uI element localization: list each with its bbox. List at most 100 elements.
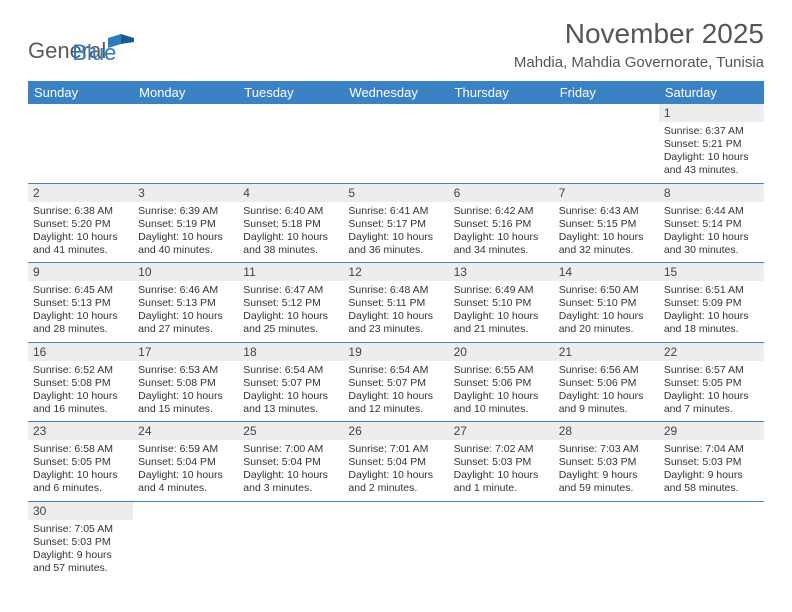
title-block: November 2025 Mahdia, Mahdia Governorate… (514, 18, 764, 71)
day-details: Sunrise: 7:03 AMSunset: 5:03 PMDaylight:… (559, 443, 654, 496)
calendar-empty-cell (133, 104, 238, 183)
calendar-week-row: 16Sunrise: 6:52 AMSunset: 5:08 PMDayligh… (28, 342, 764, 422)
sunset-text: Sunset: 5:07 PM (348, 377, 443, 390)
daylight-text: Daylight: 9 hours and 57 minutes. (33, 549, 128, 575)
daylight-text: Daylight: 10 hours and 25 minutes. (243, 310, 338, 336)
day-number: 30 (28, 502, 133, 520)
sunrise-text: Sunrise: 7:00 AM (243, 443, 338, 456)
day-number: 5 (343, 184, 448, 202)
sunset-text: Sunset: 5:20 PM (33, 218, 128, 231)
sunset-text: Sunset: 5:04 PM (138, 456, 233, 469)
daylight-text: Daylight: 10 hours and 41 minutes. (33, 231, 128, 257)
day-number: 16 (28, 343, 133, 361)
sunset-text: Sunset: 5:04 PM (348, 456, 443, 469)
day-details: Sunrise: 6:44 AMSunset: 5:14 PMDaylight:… (664, 205, 759, 258)
sunset-text: Sunset: 5:04 PM (243, 456, 338, 469)
sunrise-text: Sunrise: 7:01 AM (348, 443, 443, 456)
day-details: Sunrise: 6:49 AMSunset: 5:10 PMDaylight:… (454, 284, 549, 337)
day-details: Sunrise: 6:54 AMSunset: 5:07 PMDaylight:… (348, 364, 443, 417)
day-number: 15 (659, 263, 764, 281)
day-number: 2 (28, 184, 133, 202)
sunrise-text: Sunrise: 6:43 AM (559, 205, 654, 218)
day-details: Sunrise: 6:54 AMSunset: 5:07 PMDaylight:… (243, 364, 338, 417)
daylight-text: Daylight: 10 hours and 1 minute. (454, 469, 549, 495)
day-details: Sunrise: 7:04 AMSunset: 5:03 PMDaylight:… (664, 443, 759, 496)
day-number: 11 (238, 263, 343, 281)
sunset-text: Sunset: 5:06 PM (559, 377, 654, 390)
day-number: 8 (659, 184, 764, 202)
day-number: 10 (133, 263, 238, 281)
logo-text-2: Blue (72, 40, 116, 66)
daylight-text: Daylight: 10 hours and 32 minutes. (559, 231, 654, 257)
daylight-text: Daylight: 10 hours and 9 minutes. (559, 390, 654, 416)
daylight-text: Daylight: 10 hours and 43 minutes. (664, 151, 759, 177)
day-details: Sunrise: 6:37 AMSunset: 5:21 PMDaylight:… (664, 125, 759, 178)
daylight-text: Daylight: 10 hours and 23 minutes. (348, 310, 443, 336)
day-details: Sunrise: 6:38 AMSunset: 5:20 PMDaylight:… (33, 205, 128, 258)
sunset-text: Sunset: 5:15 PM (559, 218, 654, 231)
sunrise-text: Sunrise: 6:42 AM (454, 205, 549, 218)
calendar-week-row: 1Sunrise: 6:37 AMSunset: 5:21 PMDaylight… (28, 104, 764, 183)
calendar-day-cell: 23Sunrise: 6:58 AMSunset: 5:05 PMDayligh… (28, 422, 133, 502)
daylight-text: Daylight: 10 hours and 7 minutes. (664, 390, 759, 416)
sunrise-text: Sunrise: 7:05 AM (33, 523, 128, 536)
daylight-text: Daylight: 10 hours and 3 minutes. (243, 469, 338, 495)
daylight-text: Daylight: 10 hours and 20 minutes. (559, 310, 654, 336)
day-number: 19 (343, 343, 448, 361)
calendar-empty-cell (133, 501, 238, 580)
calendar-day-cell: 12Sunrise: 6:48 AMSunset: 5:11 PMDayligh… (343, 263, 448, 343)
calendar-empty-cell (343, 501, 448, 580)
sunset-text: Sunset: 5:17 PM (348, 218, 443, 231)
calendar-day-cell: 9 Sunrise: 6:45 AMSunset: 5:13 PMDaylight… (28, 263, 133, 343)
calendar-day-cell: 27Sunrise: 7:02 AMSunset: 5:03 PMDayligh… (449, 422, 554, 502)
day-number: 14 (554, 263, 659, 281)
day-number: 13 (449, 263, 554, 281)
daylight-text: Daylight: 10 hours and 6 minutes. (33, 469, 128, 495)
day-details: Sunrise: 6:50 AMSunset: 5:10 PMDaylight:… (559, 284, 654, 337)
day-details: Sunrise: 6:43 AMSunset: 5:15 PMDaylight:… (559, 205, 654, 258)
calendar-empty-cell (28, 104, 133, 183)
calendar-empty-cell (659, 501, 764, 580)
sunset-text: Sunset: 5:10 PM (454, 297, 549, 310)
calendar-day-cell: 29Sunrise: 7:04 AMSunset: 5:03 PMDayligh… (659, 422, 764, 502)
daylight-text: Daylight: 10 hours and 38 minutes. (243, 231, 338, 257)
sunrise-text: Sunrise: 6:49 AM (454, 284, 549, 297)
sunrise-text: Sunrise: 6:56 AM (559, 364, 654, 377)
sunrise-text: Sunrise: 6:37 AM (664, 125, 759, 138)
sunset-text: Sunset: 5:05 PM (33, 456, 128, 469)
sunrise-text: Sunrise: 7:04 AM (664, 443, 759, 456)
day-number: 20 (449, 343, 554, 361)
daylight-text: Daylight: 10 hours and 16 minutes. (33, 390, 128, 416)
sunset-text: Sunset: 5:03 PM (33, 536, 128, 549)
day-number: 23 (28, 422, 133, 440)
sunrise-text: Sunrise: 7:03 AM (559, 443, 654, 456)
daylight-text: Daylight: 10 hours and 2 minutes. (348, 469, 443, 495)
day-number: 9 (28, 263, 133, 281)
sunrise-text: Sunrise: 6:48 AM (348, 284, 443, 297)
calendar-week-row: 23Sunrise: 6:58 AMSunset: 5:05 PMDayligh… (28, 422, 764, 502)
sunrise-text: Sunrise: 6:46 AM (138, 284, 233, 297)
weekday-header: Friday (554, 81, 659, 104)
calendar-empty-cell (343, 104, 448, 183)
calendar-day-cell: 19 Sunrise: 6:54 AMSunset: 5:07 PMDayligh… (343, 342, 448, 422)
calendar-day-cell: 1Sunrise: 6:37 AMSunset: 5:21 PMDaylight… (659, 104, 764, 183)
daylight-text: Daylight: 10 hours and 28 minutes. (33, 310, 128, 336)
sunrise-text: Sunrise: 6:52 AM (33, 364, 128, 377)
sunrise-text: Sunrise: 6:47 AM (243, 284, 338, 297)
day-details: Sunrise: 6:46 AMSunset: 5:13 PMDaylight:… (138, 284, 233, 337)
sunset-text: Sunset: 5:13 PM (138, 297, 233, 310)
weekday-header: Tuesday (238, 81, 343, 104)
day-number: 18 (238, 343, 343, 361)
day-number: 7 (554, 184, 659, 202)
day-details: Sunrise: 6:45 AMSunset: 5:13 PMDaylight:… (33, 284, 128, 337)
daylight-text: Daylight: 10 hours and 34 minutes. (454, 231, 549, 257)
daylight-text: Daylight: 10 hours and 36 minutes. (348, 231, 443, 257)
calendar-day-cell: 20Sunrise: 6:55 AMSunset: 5:06 PMDayligh… (449, 342, 554, 422)
sunrise-text: Sunrise: 6:55 AM (454, 364, 549, 377)
day-details: Sunrise: 7:01 AMSunset: 5:04 PMDaylight:… (348, 443, 443, 496)
sunrise-text: Sunrise: 6:40 AM (243, 205, 338, 218)
sunset-text: Sunset: 5:05 PM (664, 377, 759, 390)
day-number: 27 (449, 422, 554, 440)
day-number: 28 (554, 422, 659, 440)
sunset-text: Sunset: 5:19 PM (138, 218, 233, 231)
